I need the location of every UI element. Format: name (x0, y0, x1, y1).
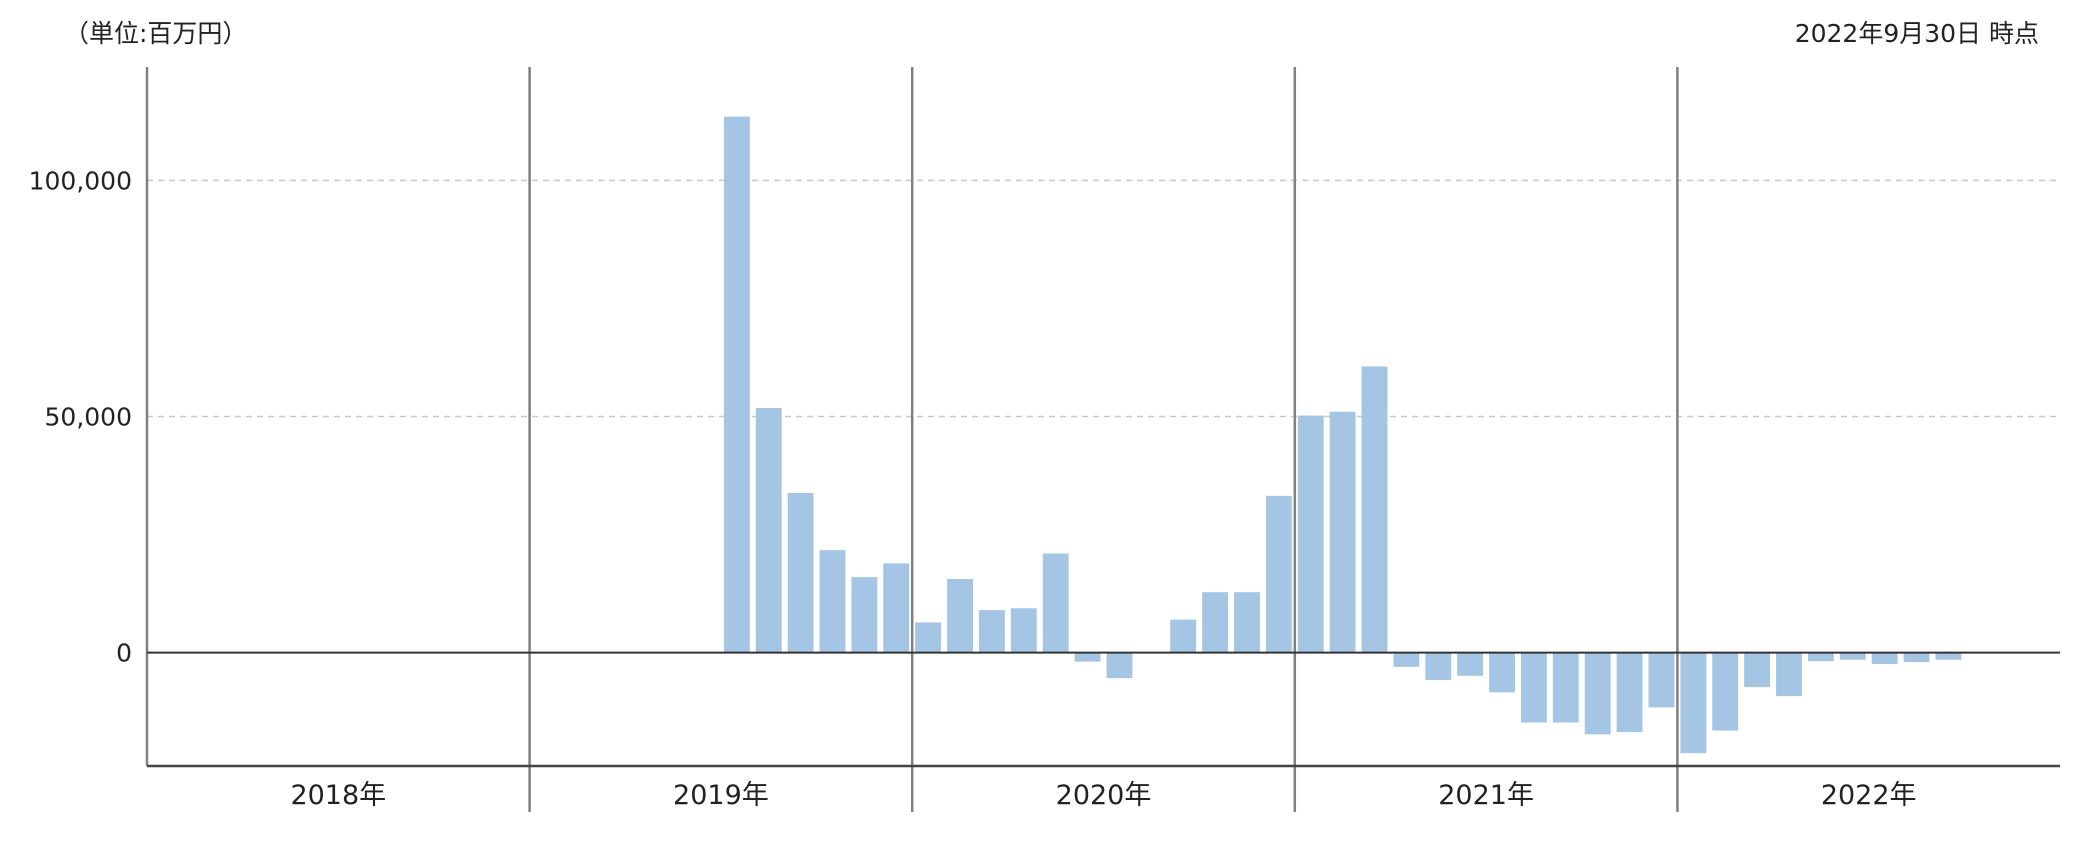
y-tick-label: 100,000 (29, 166, 132, 195)
bar (1425, 652, 1452, 681)
x-tick-label: 2022年 (1821, 780, 1917, 811)
bar (1616, 652, 1643, 732)
bar (1106, 652, 1133, 679)
as-of-date-label: 2022年9月30日 時点 (1794, 19, 2039, 48)
bar (1489, 652, 1515, 693)
bar (1170, 619, 1197, 653)
unit-label: （単位:百万円） (64, 19, 248, 48)
bar (1202, 592, 1229, 653)
bar (1520, 652, 1547, 723)
y-tick-label: 0 (116, 639, 132, 668)
x-tick-label: 2021年 (1438, 780, 1534, 811)
bar (1010, 608, 1037, 653)
bar (1807, 652, 1834, 662)
x-tick-label: 2018年 (290, 780, 386, 811)
bar (978, 610, 1005, 653)
bar (1234, 592, 1260, 653)
bar (915, 622, 942, 653)
bar (1935, 652, 1962, 660)
bar (883, 563, 910, 653)
bar (1329, 411, 1356, 653)
bar (1680, 652, 1707, 754)
bar (1265, 495, 1292, 653)
bar (787, 493, 814, 653)
bar (1648, 652, 1675, 708)
x-tick-label: 2019年 (673, 780, 769, 811)
y-tick-label: 50,000 (45, 403, 132, 432)
bar (1584, 652, 1611, 735)
x-tick-label: 2020年 (1056, 780, 1152, 811)
bar (819, 550, 846, 653)
bar (1903, 652, 1930, 663)
bar (723, 116, 750, 653)
bar (1712, 652, 1739, 731)
bar (1297, 415, 1324, 653)
bar (1042, 553, 1069, 653)
bar (1744, 652, 1771, 688)
bar (1393, 652, 1420, 667)
bar (1361, 366, 1388, 653)
bar (851, 577, 878, 653)
bar (947, 578, 973, 653)
bar (1457, 652, 1484, 676)
bar (1839, 652, 1866, 660)
bar (1552, 652, 1579, 723)
bar (1074, 652, 1101, 662)
bar (755, 407, 782, 653)
bar (1776, 652, 1802, 697)
bar (1871, 652, 1898, 664)
